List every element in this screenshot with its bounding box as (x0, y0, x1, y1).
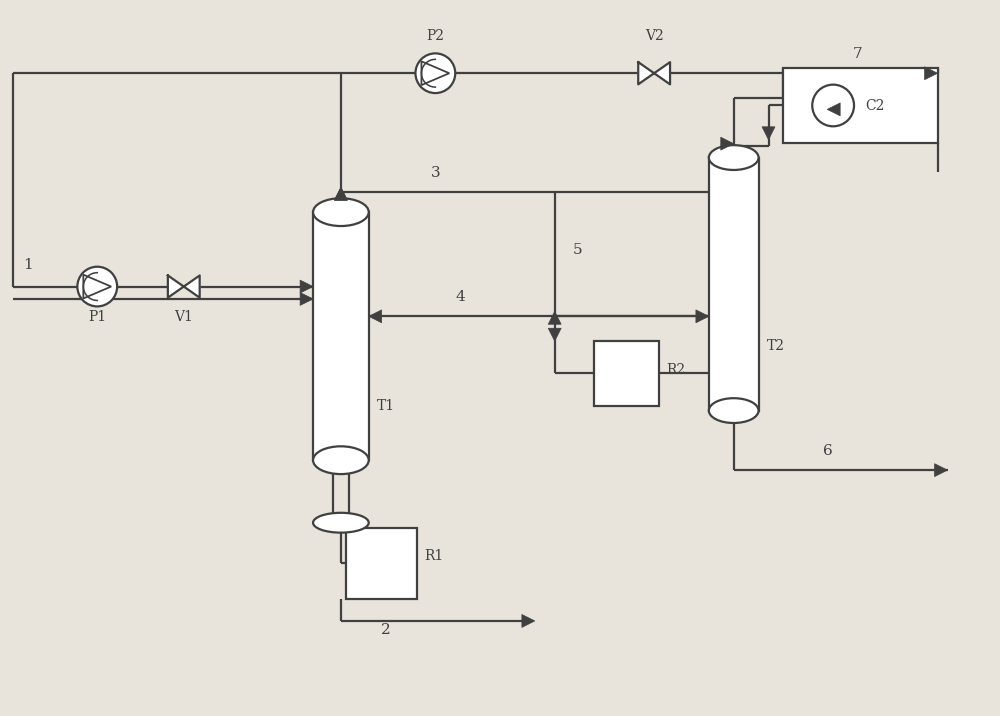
Bar (594, 341, 659, 406)
Polygon shape (696, 310, 709, 323)
Circle shape (77, 267, 117, 306)
Polygon shape (762, 127, 775, 140)
Text: P1: P1 (88, 310, 106, 324)
Text: V1: V1 (174, 310, 193, 324)
Polygon shape (300, 280, 313, 293)
Polygon shape (548, 328, 561, 341)
Polygon shape (83, 275, 111, 299)
Text: P2: P2 (426, 29, 444, 44)
Bar (313, 212, 369, 460)
Polygon shape (827, 103, 840, 116)
Bar (709, 158, 759, 410)
Bar (346, 528, 417, 599)
Ellipse shape (709, 398, 759, 423)
Text: 7: 7 (853, 47, 863, 62)
Circle shape (415, 54, 455, 93)
Polygon shape (522, 614, 535, 627)
Ellipse shape (709, 145, 759, 170)
Text: V2: V2 (645, 29, 664, 44)
Text: R2: R2 (666, 363, 685, 377)
Circle shape (812, 84, 854, 126)
Polygon shape (935, 464, 948, 477)
Polygon shape (334, 188, 347, 200)
Polygon shape (300, 293, 313, 306)
Ellipse shape (313, 198, 369, 226)
Text: C2: C2 (865, 100, 884, 113)
Text: 3: 3 (431, 166, 440, 180)
Text: 4: 4 (455, 291, 465, 304)
Polygon shape (925, 67, 938, 79)
Bar (783, 68, 938, 142)
Text: 5: 5 (573, 243, 582, 257)
Polygon shape (369, 310, 382, 323)
Polygon shape (548, 311, 561, 324)
Text: 1: 1 (23, 258, 33, 271)
Text: T1: T1 (377, 399, 395, 412)
Polygon shape (421, 62, 449, 85)
Text: 6: 6 (823, 444, 833, 458)
Text: R1: R1 (424, 549, 444, 563)
Polygon shape (721, 137, 734, 150)
Text: T2: T2 (767, 339, 785, 353)
Ellipse shape (313, 513, 369, 533)
Text: 2: 2 (381, 623, 391, 637)
Ellipse shape (313, 446, 369, 474)
Polygon shape (168, 276, 200, 298)
Polygon shape (334, 188, 347, 200)
Polygon shape (638, 62, 670, 84)
